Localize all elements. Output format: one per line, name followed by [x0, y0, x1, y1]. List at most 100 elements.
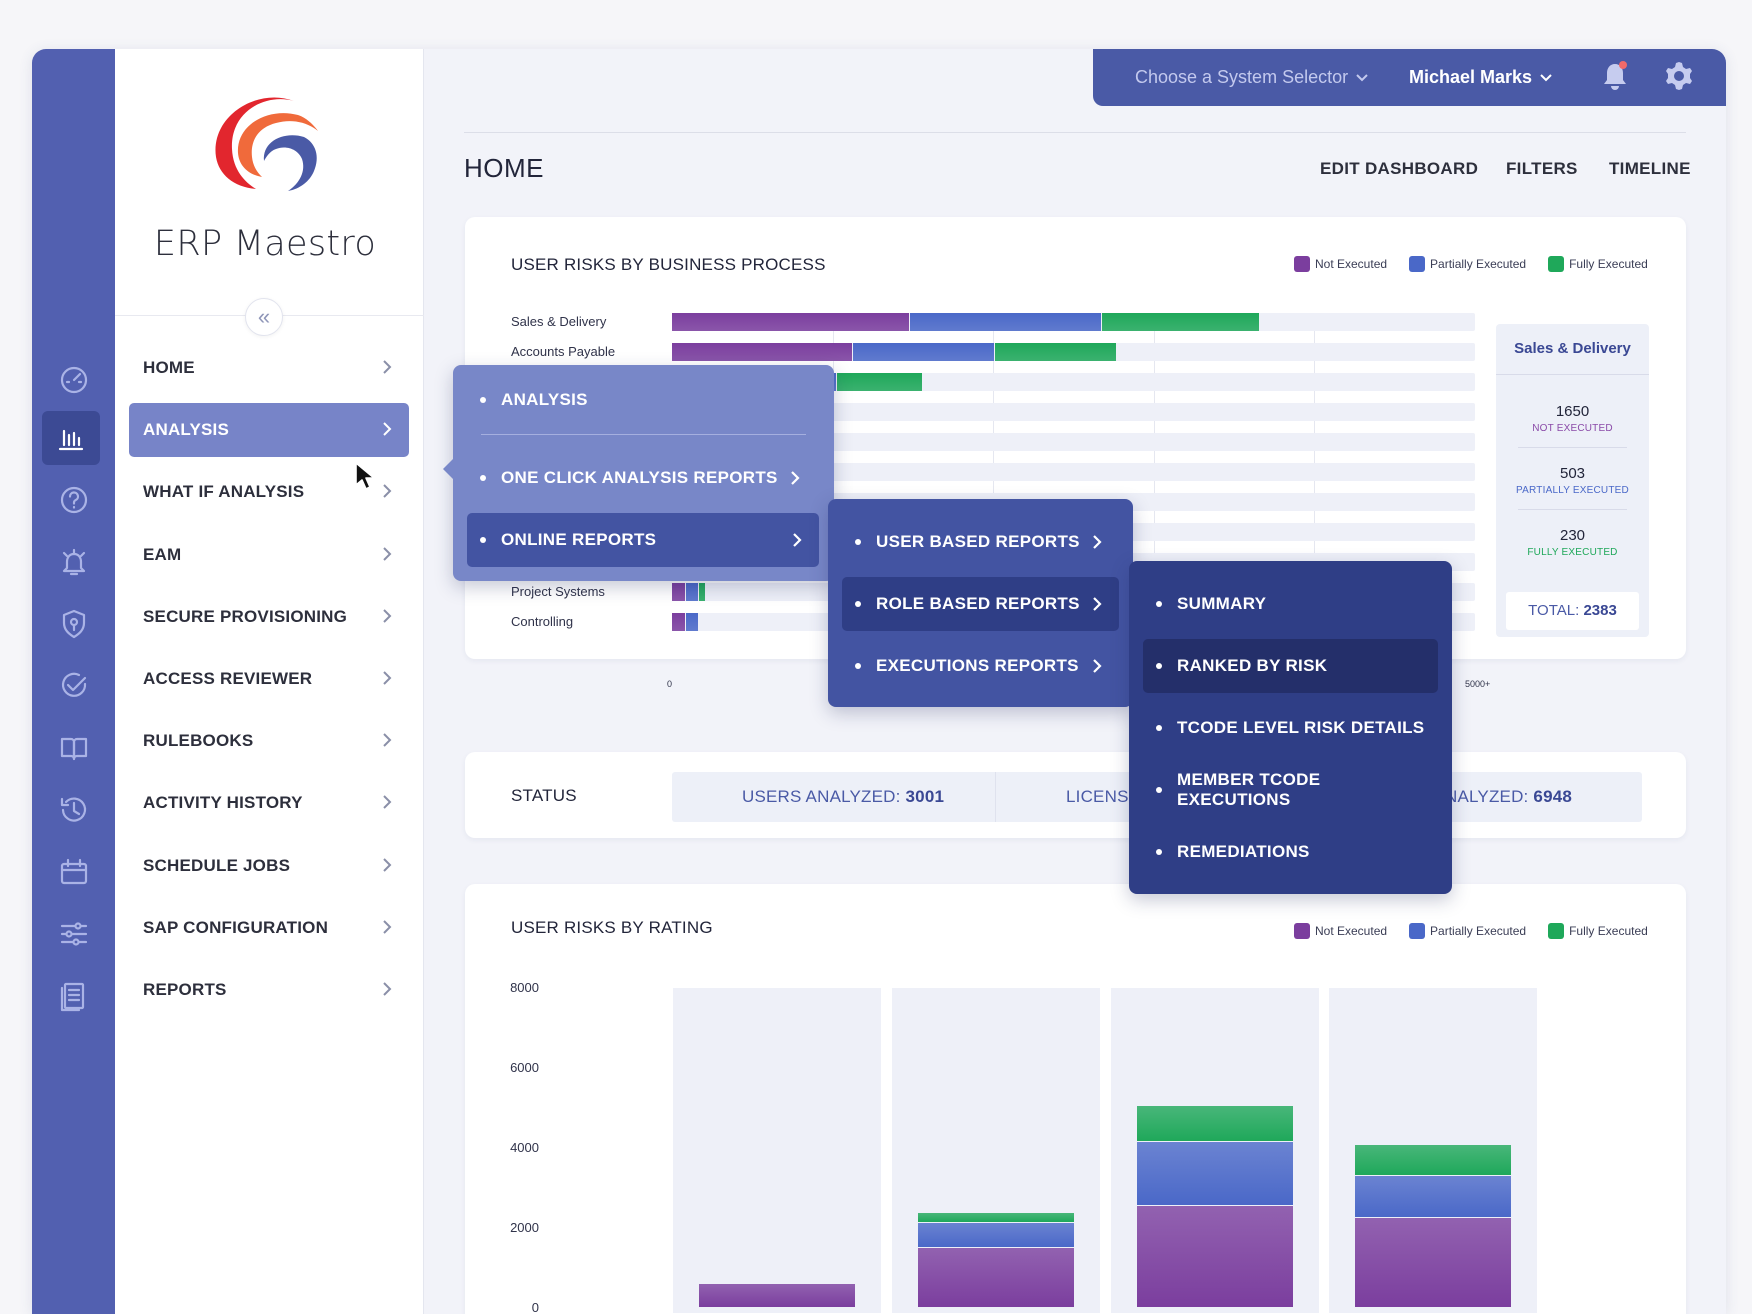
bar-segment-fully-executed[interactable]	[837, 373, 922, 391]
sidebar-item-activity-history[interactable]: ACTIVITY HISTORY	[129, 776, 409, 830]
column-segment-partially-executed[interactable]	[1355, 1176, 1511, 1217]
sidebar-item-label: EAM	[143, 544, 182, 564]
bar-track[interactable]	[672, 313, 1475, 331]
header-divider	[464, 132, 1686, 133]
sidebar-item-label: REPORTS	[143, 980, 227, 999]
y-axis-tick-label: 8000	[510, 980, 539, 995]
sidebar-item-sap-configuration[interactable]: SAP CONFIGURATION	[129, 901, 409, 955]
chevron-down-icon	[1356, 74, 1368, 82]
top-bar: Choose a System Selector Michael Marks	[1093, 49, 1726, 106]
sidebar-item-home[interactable]: HOME	[129, 341, 409, 395]
menu-item-ranked-by-risk[interactable]: RANKED BY RISK	[1143, 639, 1438, 693]
menu-item-executions-reports[interactable]: EXECUTIONS REPORTS	[842, 639, 1119, 693]
bar-track[interactable]	[672, 343, 1475, 361]
column-segment-not-executed[interactable]	[1137, 1206, 1293, 1307]
bar-label: Project Systems	[511, 584, 605, 599]
sliders-icon[interactable]	[55, 915, 93, 953]
panel-title: Sales & Delivery	[1514, 340, 1631, 357]
column-segment-partially-executed[interactable]	[1137, 1142, 1293, 1205]
menu-item-one-click-analysis-reports[interactable]: ONE CLICK ANALYSIS REPORTS	[467, 451, 817, 505]
user-menu-dropdown[interactable]: Michael Marks	[1409, 67, 1552, 88]
notifications-bell-icon[interactable]	[1598, 59, 1632, 93]
sidebar-item-rulebooks[interactable]: RULEBOOKS	[129, 714, 409, 768]
sidebar-item-access-reviewer[interactable]: ACCESS REVIEWER	[129, 652, 409, 706]
settings-gear-icon[interactable]	[1662, 59, 1696, 93]
sidebar-item-reports[interactable]: REPORTS	[129, 963, 409, 1017]
chevron-right-icon	[377, 792, 397, 812]
bar-segment-partially-executed[interactable]	[686, 613, 699, 631]
document-icon[interactable]	[55, 977, 93, 1015]
chevron-right-icon	[1087, 594, 1107, 614]
sidebar-item-label: SAP CONFIGURATION	[143, 917, 329, 937]
legend-fully-executed: Fully Executed	[1548, 256, 1648, 272]
mouse-cursor-icon	[355, 462, 375, 490]
bar-chart-icon[interactable]	[42, 411, 100, 465]
user-name: Michael Marks	[1409, 67, 1533, 87]
sidebar-item-label: HOME	[143, 358, 195, 377]
icon-rail	[32, 49, 115, 1314]
bar-segment-fully-executed[interactable]	[1102, 313, 1259, 331]
chevron-down-icon	[1540, 74, 1552, 82]
menu-item-tcode-level-risk-details[interactable]: TCODE LEVEL RISK DETAILS	[1143, 701, 1438, 755]
menu-item-online-reports[interactable]: ONLINE REPORTS	[467, 513, 819, 567]
book-icon[interactable]	[55, 729, 93, 767]
sidebar-item-schedule-jobs[interactable]: SCHEDULE JOBS	[129, 839, 409, 893]
bar-segment-partially-executed[interactable]	[853, 343, 994, 361]
chevron-right-icon	[785, 468, 805, 488]
timeline-button[interactable]: TIMELINE	[1609, 159, 1691, 178]
dashboard-icon[interactable]	[55, 361, 93, 399]
bar-segment-not-executed[interactable]	[672, 343, 853, 361]
column-segment-fully-executed[interactable]	[918, 1213, 1074, 1223]
menu-item-role-based-reports[interactable]: ROLE BASED REPORTS	[842, 577, 1119, 631]
menu-item-summary[interactable]: SUMMARY	[1143, 577, 1438, 631]
chevron-right-icon	[377, 730, 397, 750]
sidebar-item-eam[interactable]: EAM	[129, 528, 409, 582]
bar-label: Accounts Payable	[511, 344, 616, 359]
bar-segment-fully-executed[interactable]	[994, 343, 1116, 361]
menu-item-member-tcode-executions[interactable]: MEMBER TCODE EXECUTIONS	[1143, 763, 1438, 817]
chevron-right-icon	[787, 530, 807, 550]
bar-segment-not-executed[interactable]	[672, 313, 909, 331]
chevron-right-icon	[1087, 532, 1107, 552]
filters-button[interactable]: FILTERS	[1506, 159, 1578, 178]
sidebar-item-secure-provisioning[interactable]: SECURE PROVISIONING	[129, 590, 409, 644]
help-icon[interactable]	[55, 481, 93, 519]
sidebar-item-label: WHAT IF ANALYSIS	[143, 482, 305, 502]
column-segment-fully-executed[interactable]	[1137, 1106, 1293, 1141]
menu-item-analysis[interactable]: ANALYSIS	[467, 373, 817, 427]
system-selector-dropdown[interactable]: Choose a System Selector	[1135, 67, 1368, 88]
bar-segment-partially-executed[interactable]	[686, 583, 699, 601]
notification-dot	[1619, 61, 1627, 69]
history-icon[interactable]	[55, 791, 93, 829]
y-axis-tick-label: 0	[531, 1300, 539, 1314]
column-segment-not-executed[interactable]	[918, 1248, 1074, 1307]
bar-segment-fully-executed[interactable]	[699, 583, 705, 601]
column-segment-not-executed[interactable]	[699, 1284, 855, 1307]
calendar-icon[interactable]	[55, 853, 93, 891]
alarm-icon[interactable]	[55, 543, 93, 581]
menu-item-user-based-reports[interactable]: USER BASED REPORTS	[842, 515, 1119, 569]
shield-icon[interactable]	[55, 605, 93, 643]
column-segment-fully-executed[interactable]	[1355, 1144, 1511, 1175]
column-segment-partially-executed[interactable]	[918, 1223, 1074, 1247]
check-circle-icon[interactable]	[55, 667, 93, 705]
legend-partially-executed: Partially Executed	[1409, 256, 1526, 272]
bar-segment-not-executed[interactable]	[672, 583, 686, 601]
menu-divider	[481, 434, 806, 435]
edit-dashboard-button[interactable]: EDIT DASHBOARD	[1320, 159, 1479, 178]
analysis-flyout-menu: ANALYSIS ONE CLICK ANALYSIS REPORTS ONLI…	[443, 365, 834, 581]
sidebar-item-what-if-analysis[interactable]: WHAT IF ANALYSIS	[129, 465, 409, 519]
bar-segment-not-executed[interactable]	[672, 613, 686, 631]
legend-not-executed: Not Executed	[1294, 256, 1387, 272]
panel-separator	[1518, 509, 1627, 510]
y-axis-tick-label: 6000	[510, 1060, 539, 1075]
bar-segment-partially-executed[interactable]	[909, 313, 1102, 331]
analyzed-stat: NALYZED: 6948	[1445, 787, 1573, 806]
legend-fully-executed: Fully Executed	[1548, 923, 1648, 939]
column-segment-not-executed[interactable]	[1355, 1218, 1511, 1307]
x-axis-min-label: 0	[667, 679, 673, 689]
menu-item-remediations[interactable]: REMEDIATIONS	[1143, 825, 1438, 879]
sidebar-item-analysis[interactable]: ANALYSIS	[129, 403, 409, 458]
collapse-sidebar-button[interactable]: «	[245, 298, 283, 336]
role-based-reports-submenu: SUMMARY RANKED BY RISK TCODE LEVEL RISK …	[1129, 561, 1452, 894]
